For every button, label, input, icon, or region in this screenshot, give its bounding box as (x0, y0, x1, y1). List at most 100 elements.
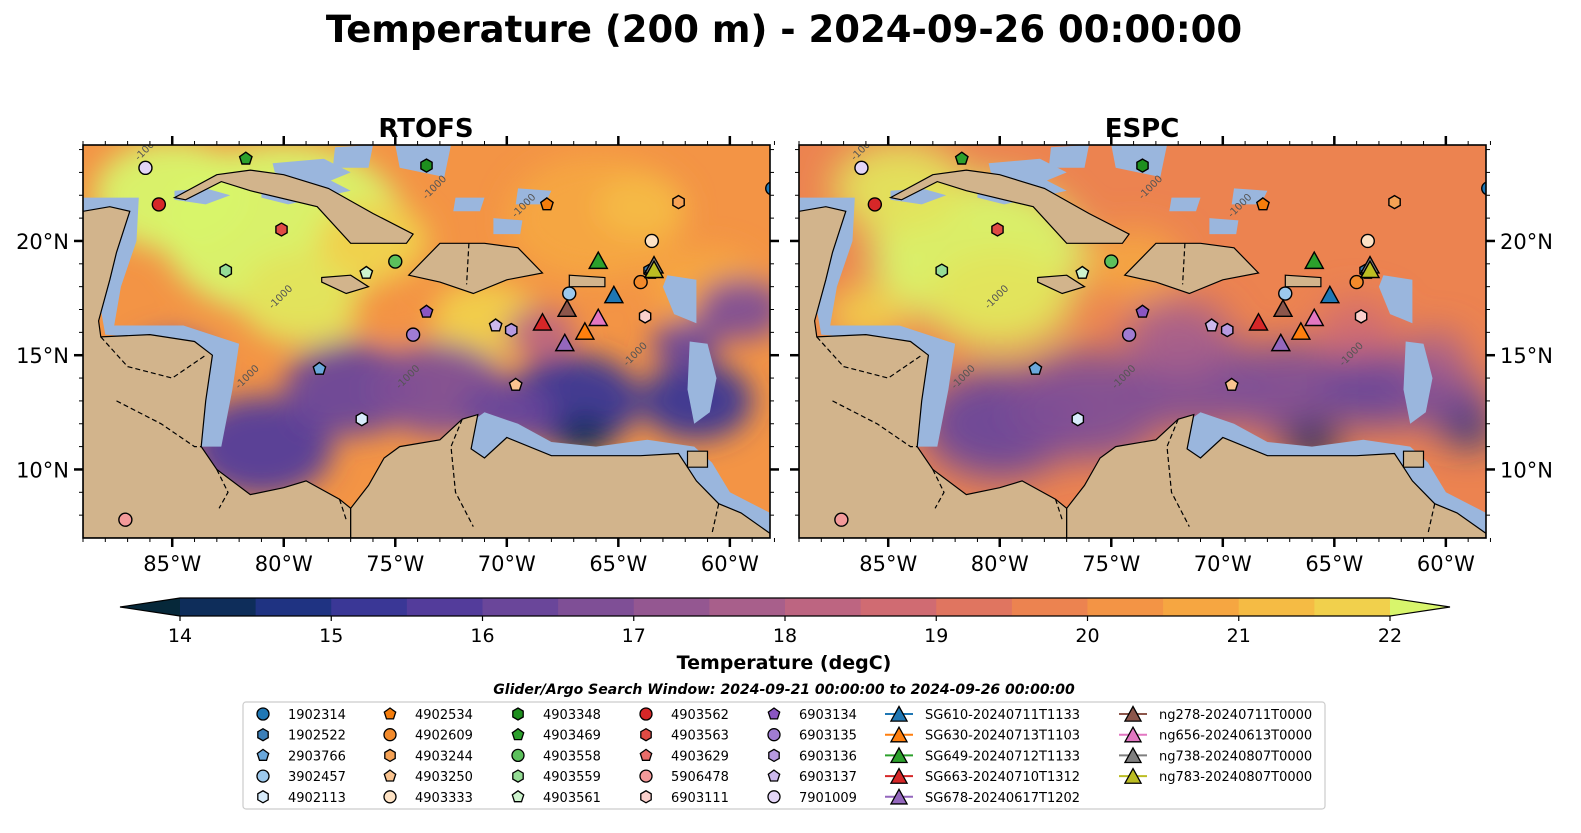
argo-float-1902314 (1481, 181, 1486, 196)
argo-float-4903250 (508, 377, 523, 391)
colorbar-segment (785, 598, 862, 616)
legend-marker (257, 727, 269, 742)
argo-float-4903563 (275, 222, 288, 237)
colorbar-segment (1087, 598, 1164, 616)
legend-label: SG678-20240617T1202 (925, 791, 1080, 806)
legend-label: 6903134 (799, 708, 857, 723)
shelf-area (83, 197, 240, 447)
legend-box (242, 701, 1326, 810)
glider-SG678-20240617T1202 (1270, 332, 1292, 352)
argo-float-3902457 (1278, 286, 1293, 301)
legend-label: ng783-20240807T0000 (1159, 770, 1312, 785)
argo-float-4903244 (1388, 194, 1401, 210)
colorbar-segment (255, 598, 332, 616)
argo-float-6903137 (1204, 318, 1219, 332)
legend-label: 4903348 (543, 708, 601, 723)
temperature-blob (239, 251, 373, 345)
land (321, 274, 370, 295)
colorbar-segment (1238, 598, 1315, 616)
figure-title: Temperature (200 m) - 2024-09-26 00:00:0… (326, 8, 1242, 51)
colorbar-segment (482, 598, 559, 616)
land (1066, 413, 1486, 538)
argo-float-6903134 (1135, 304, 1150, 318)
colorbar-segment (1011, 598, 1088, 616)
country-border (1054, 499, 1063, 520)
colorbar-tick-label: 20 (1075, 625, 1099, 647)
legend-marker (889, 725, 909, 743)
country-border (1182, 243, 1186, 285)
legend-label: 7901009 (799, 791, 857, 806)
land (407, 242, 544, 295)
country-border (932, 469, 945, 509)
colorbar-segment (709, 598, 786, 616)
land (1284, 274, 1322, 288)
colorbar: 14 15 16 17 18 19 20 21 22 (119, 597, 1451, 647)
shelf-area (687, 341, 717, 424)
colorbar-segment (633, 598, 710, 616)
land (799, 206, 1068, 538)
temperature-blob (350, 278, 440, 341)
shelf-area (1403, 341, 1433, 424)
colorbar-segment (860, 598, 937, 616)
legend-marker (512, 769, 524, 783)
map-frame (82, 144, 771, 539)
colorbar-segment (1163, 598, 1240, 616)
shelf-area (1048, 145, 1089, 168)
legend-marker (889, 787, 909, 805)
argo-float-2903766 (1028, 361, 1043, 375)
x-tick-label: 65°W (1305, 552, 1363, 576)
shelf-area (272, 158, 351, 187)
argo-float-4902609 (1349, 274, 1364, 290)
shelf-area (799, 197, 956, 447)
x-tick-label: 75°W (1082, 552, 1140, 576)
temperature-blob (1010, 350, 1168, 461)
shelf-area (662, 275, 697, 324)
shelf-area (1378, 275, 1413, 324)
argo-float-4903562 (867, 197, 883, 212)
glider-SG663-20240710T1312 (532, 312, 553, 331)
legend-marker (383, 728, 397, 742)
temperature-blob (596, 175, 686, 238)
y-tick-label: 10°N (1500, 458, 1553, 482)
land (83, 206, 352, 538)
y-tick-label: 10°N (16, 458, 69, 482)
glider-SG678-20240617T1202 (554, 332, 576, 352)
colorbar-tick-label: 19 (924, 625, 948, 647)
glider-SG663-20240710T1312 (1248, 312, 1269, 331)
legend-marker (640, 790, 652, 804)
x-tick-label: 60°W (701, 552, 759, 576)
argo-float-4902113 (355, 411, 369, 427)
argo-float-6903111 (1354, 309, 1368, 324)
glider-ng783-20240807T0000 (643, 259, 665, 279)
colorbar-segment (180, 598, 257, 616)
map-field: -1000-1000-1000-1000-1000-1000 -1000 (83, 145, 770, 538)
legend-label: SG630-20240713T1103 (925, 729, 1080, 744)
map-field: -1000-1000-1000-1000-1000-1000 -1000 (799, 145, 1486, 538)
legend-marker (767, 769, 781, 782)
legend-marker (889, 746, 909, 764)
legend-marker (384, 748, 396, 763)
argo-float-4902534 (539, 197, 554, 211)
legend-marker (639, 707, 653, 721)
glider-SG630-20240713T1103 (574, 321, 596, 340)
colorbar-tick-label: 15 (319, 625, 343, 647)
glider-SG649-20240712T1133 (588, 250, 609, 270)
colorbar-label: Temperature (degC) (677, 652, 892, 674)
legend-label: 6903111 (671, 791, 729, 806)
country-border (1427, 503, 1436, 534)
glider-ng278-20240711T0000 (556, 298, 578, 318)
colorbar-segment (331, 598, 408, 616)
legend-label: 6903135 (799, 729, 857, 744)
y-tick-label: 20°N (16, 230, 69, 254)
legend-marker (256, 707, 270, 721)
land (1037, 274, 1086, 295)
argo-float-4903469 (954, 151, 969, 165)
legend-label: ng656-20240613T0000 (1159, 729, 1312, 744)
argo-float-5906478 (834, 512, 849, 527)
legend-label: 4903244 (415, 749, 473, 764)
legend-marker (889, 767, 909, 784)
legend-label: 4903561 (543, 791, 601, 806)
argo-float-4903250 (1224, 377, 1239, 391)
legend-label: 4903629 (671, 749, 729, 764)
legend-marker (1123, 746, 1143, 764)
